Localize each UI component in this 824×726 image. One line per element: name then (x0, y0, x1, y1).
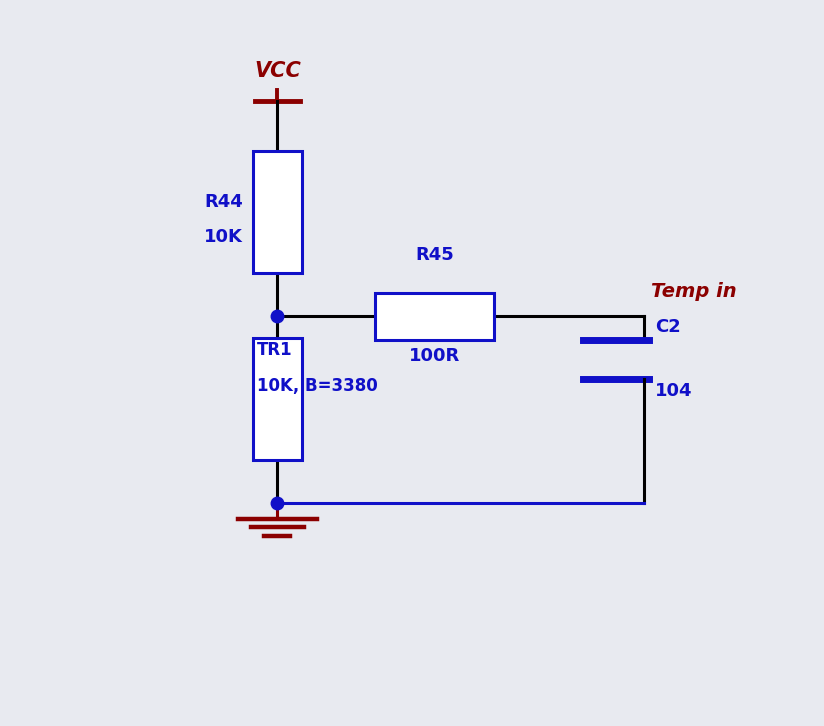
Bar (253, 151, 302, 273)
Bar (253, 338, 302, 460)
Text: 104: 104 (655, 383, 692, 400)
Text: 10K: 10K (204, 229, 243, 246)
Text: 10K, B=3380: 10K, B=3380 (257, 378, 377, 396)
Text: Temp in: Temp in (651, 282, 737, 301)
Text: 100R: 100R (409, 347, 460, 365)
Text: VCC: VCC (254, 61, 301, 81)
Bar (375, 293, 494, 340)
Text: R45: R45 (415, 246, 454, 264)
Text: TR1: TR1 (257, 341, 293, 359)
Text: R44: R44 (204, 192, 243, 211)
Text: C2: C2 (655, 319, 681, 336)
